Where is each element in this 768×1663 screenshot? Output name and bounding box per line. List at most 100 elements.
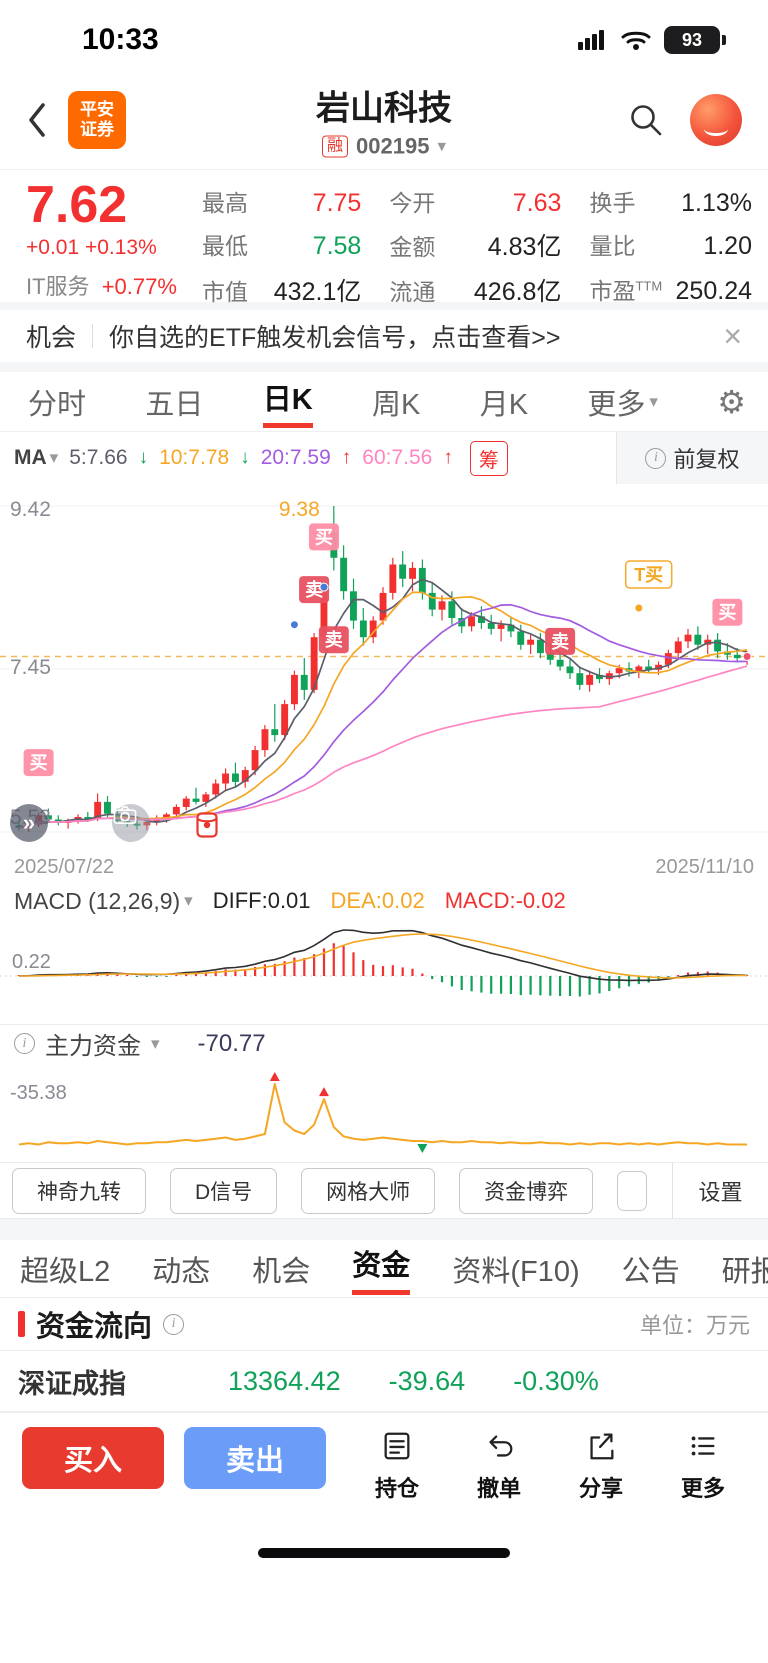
cancel-order-button[interactable]: 撤单	[477, 1429, 521, 1503]
svg-text:卖: 卖	[551, 631, 569, 652]
macd-chart[interactable]: 0.22	[0, 916, 768, 1024]
screenshot-button[interactable]	[112, 804, 150, 842]
tab-super-l2[interactable]: 超级L2	[20, 1255, 111, 1288]
tab-more[interactable]: 更多 ▾	[587, 388, 658, 421]
positions-icon	[384, 1432, 410, 1460]
tab-opportunity[interactable]: 机会	[252, 1255, 311, 1288]
tool-d-signal[interactable]: D信号	[170, 1167, 278, 1214]
main-fund-header[interactable]: i 主力资金 ▾ -70.77	[0, 1024, 768, 1062]
tool-button-partial[interactable]	[617, 1170, 648, 1211]
battery-icon: 93	[664, 26, 726, 54]
tool-fund-game[interactable]: 资金博弈	[459, 1167, 594, 1214]
macd-macd-value: MACD:-0.02	[444, 888, 566, 913]
margin-tradable-tag: 融	[322, 135, 349, 157]
section-divider	[0, 1218, 768, 1240]
main-fund-value: -70.77	[197, 1029, 266, 1057]
section-divider	[0, 302, 768, 310]
notice-divider	[92, 324, 94, 348]
tab-monthly-k[interactable]: 月K	[479, 388, 529, 421]
svg-text:T买: T买	[634, 565, 663, 585]
date-axis: 2025/07/22 2025/11/10	[0, 856, 768, 886]
detail-tab-bar: 超级L2 动态 机会 资金 资料(F10) 公告 研报	[0, 1240, 768, 1298]
stock-title-block[interactable]: 岩山科技 融 002195 ▾	[316, 80, 452, 159]
index-values: 13364.42 -39.64 -0.30%	[228, 1366, 599, 1397]
main-fund-chart[interactable]: -35.38	[0, 1062, 768, 1162]
stat-low: 最低 7.58	[202, 232, 362, 260]
chevron-down-icon: ▾	[184, 891, 193, 910]
price-adjust-selector[interactable]: i 前复权	[616, 432, 768, 484]
info-icon[interactable]: i	[163, 1313, 185, 1335]
broker-logo: 平安 证券	[68, 90, 126, 149]
svg-text:买: 买	[315, 527, 333, 547]
tab-5day[interactable]: 五日	[145, 388, 204, 421]
opportunity-notice-bar[interactable]: 机会 你自选的ETF触发机会信号，点击查看>> ×	[0, 310, 768, 362]
home-area	[0, 1540, 768, 1663]
stat-high: 最高 7.75	[202, 189, 362, 217]
chevron-down-icon: ▾	[151, 1033, 160, 1053]
sector-line: IT服务 +0.77%	[26, 269, 202, 301]
macd-header: MACD (12,26,9) ▾ DIFF:0.01 DEA:0.02 MACD…	[0, 886, 768, 916]
down-arrow-icon: ↓	[138, 447, 149, 468]
macd-svg[interactable]	[0, 916, 768, 1024]
tab-intraday[interactable]: 分时	[28, 388, 87, 421]
home-indicator[interactable]	[258, 1548, 510, 1558]
price-change: +0.01 +0.13%	[26, 235, 157, 259]
chart-settings-gear-icon[interactable]: ⚙	[717, 383, 746, 420]
up-arrow-icon: ↑	[443, 447, 453, 468]
fund-flow-header: 资金流向 i 单位：万元	[0, 1298, 768, 1350]
cellular-signal-icon	[578, 30, 604, 50]
sell-button[interactable]: 卖出	[184, 1427, 326, 1489]
tab-weekly-k[interactable]: 周K	[372, 388, 421, 421]
tab-daily-k[interactable]: 日K	[262, 376, 313, 428]
stock-code: 002195	[356, 133, 430, 158]
macd-dea-value: DEA:0.02	[330, 888, 425, 913]
tool-grid-master[interactable]: 网格大师	[301, 1167, 436, 1214]
section-marker	[18, 1311, 25, 1337]
adjust-label: 前复权	[673, 447, 740, 472]
tab-research[interactable]: 研报	[721, 1255, 768, 1288]
stat-open: 今开 7.63	[389, 189, 562, 217]
tab-f10[interactable]: 资料(F10)	[452, 1255, 580, 1288]
tab-news[interactable]: 动态	[152, 1255, 211, 1288]
fund-svg[interactable]	[0, 1062, 768, 1162]
search-icon[interactable]	[628, 102, 664, 138]
more-list-icon	[691, 1436, 715, 1456]
status-time: 10:33	[82, 23, 159, 56]
quote-panel[interactable]: 7.62 +0.01 +0.13% IT服务 +0.77% 最高 7.75 今开 7…	[0, 170, 768, 306]
date-end: 2025/11/10	[655, 856, 754, 878]
camera-icon	[113, 806, 137, 824]
date-start: 2025/07/22	[14, 856, 115, 878]
expand-toolbar-button[interactable]: »	[10, 804, 48, 842]
tools-settings-button[interactable]: 设置	[672, 1163, 768, 1218]
buy-button[interactable]: 买入	[22, 1427, 164, 1489]
notice-tag: 机会	[26, 324, 77, 352]
back-button[interactable]	[26, 101, 48, 139]
ma60-value: 60:7.56	[362, 446, 433, 469]
svg-text:买: 买	[30, 753, 48, 773]
ma-dropdown[interactable]: MA ▾	[14, 446, 59, 469]
ttm-sup: TTM	[635, 278, 663, 294]
price-block: 7.62 +0.01 +0.13% IT服务 +0.77%	[26, 178, 202, 302]
close-icon[interactable]: ×	[723, 318, 742, 354]
share-button[interactable]: 分享	[579, 1429, 623, 1503]
notice-text[interactable]: 你自选的ETF触发机会信号，点击查看>>	[109, 324, 561, 352]
quote-stats: 最高 7.75 今开 7.63 换手 1.13% 最低 7.58 金额 4.83亿 量比 1…	[202, 178, 752, 306]
tab-announcement[interactable]: 公告	[621, 1255, 680, 1288]
macd-axis-label: 0.22	[12, 951, 51, 974]
ma-indicator-bar: MA ▾ 5:7.66 ↓ 10:7.78 ↓ 20:7.59 ↑ 60:7.5…	[0, 432, 768, 484]
positions-button[interactable]: 持仓	[375, 1429, 419, 1503]
macd-selector[interactable]: MACD (12,26,9) ▾	[14, 887, 193, 914]
status-bar: 10:33 93	[0, 0, 768, 70]
index-change: -39.64	[388, 1365, 466, 1396]
svg-text:卖: 卖	[305, 579, 323, 600]
stat-pe-ttm: 市盈TTM 250.24	[589, 277, 752, 305]
chip-distribution-button[interactable]: 筹	[469, 440, 508, 476]
info-icon: i	[14, 1033, 35, 1054]
index-row[interactable]: 深证成指 13364.42 -39.64 -0.30%	[0, 1350, 768, 1412]
more-button[interactable]: 更多	[681, 1429, 725, 1503]
tab-funds[interactable]: 资金	[352, 1242, 411, 1295]
tool-magic-nine[interactable]: 神奇九转	[12, 1167, 146, 1214]
avatar[interactable]	[690, 93, 742, 146]
